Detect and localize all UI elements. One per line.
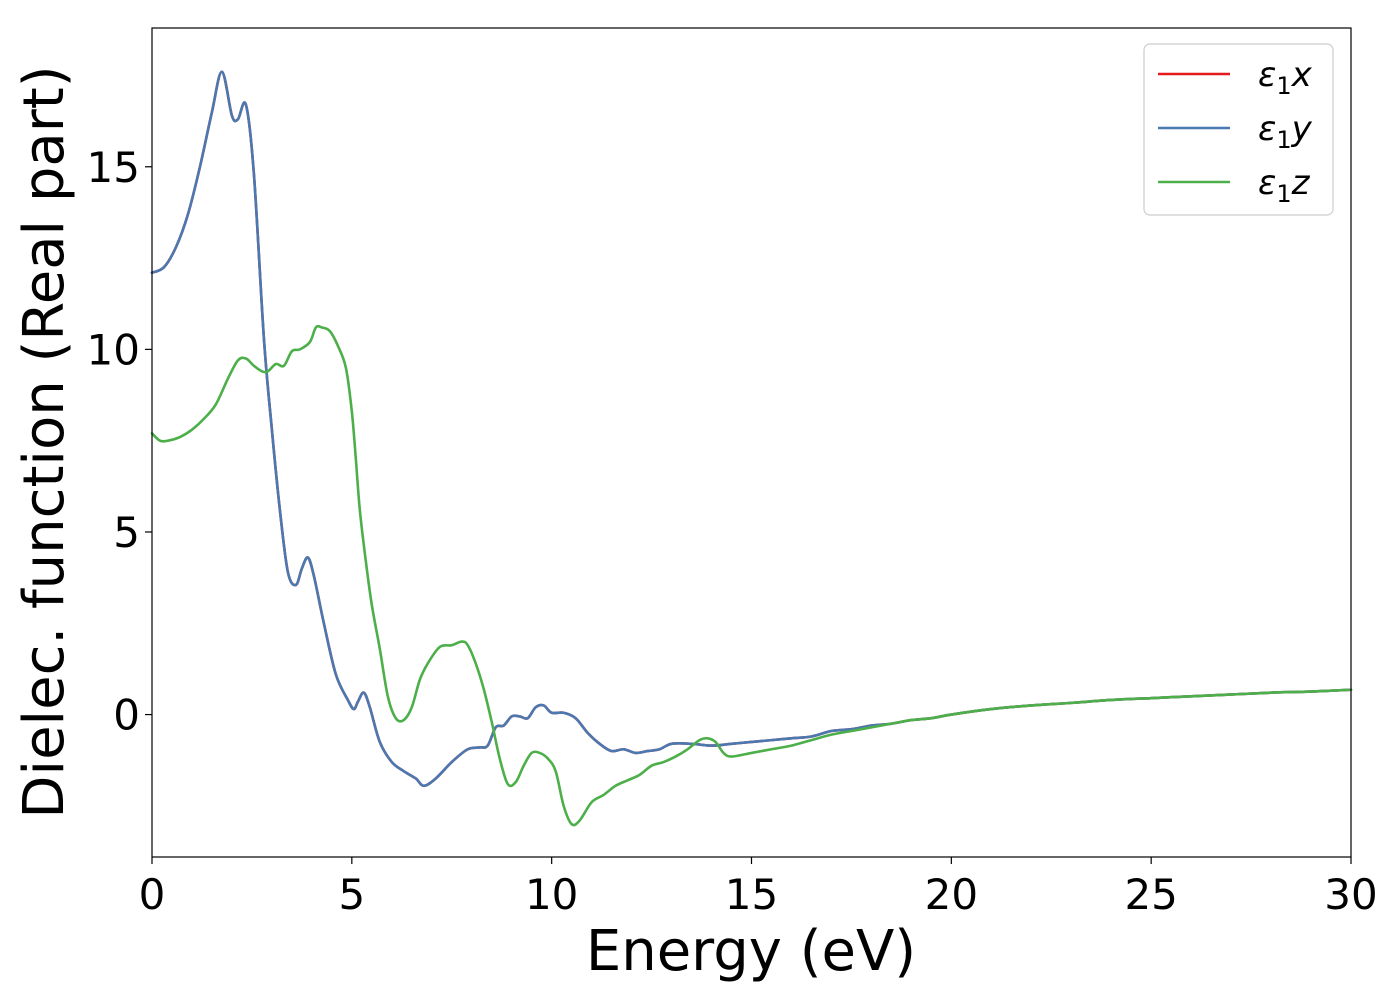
x-tick-label: 10 (525, 870, 578, 919)
legend-label-x: ε1x (1258, 55, 1313, 100)
y-tick-label: 10 (87, 325, 140, 374)
x-tick-label: 15 (725, 870, 778, 919)
legend-box (1143, 43, 1334, 216)
y-tick-label: 15 (87, 143, 140, 192)
x-tick-label: 5 (338, 870, 365, 919)
x-tick-label: 0 (139, 870, 166, 919)
y-tick-label: 5 (113, 508, 140, 557)
legend-label-z: ε1z (1258, 163, 1311, 208)
x-tick-label: 25 (1124, 870, 1177, 919)
y-tick-label: 0 (113, 691, 140, 740)
y-axis-ticks: 0 5 10 15 (87, 143, 152, 740)
x-axis-ticks: 0 5 10 15 20 25 30 (139, 857, 1378, 919)
series-line-z (150, 324, 1353, 827)
series-layer (150, 70, 1353, 827)
y-axis-label: Dielec. function (Real part) (12, 65, 77, 818)
x-tick-label: 20 (925, 870, 978, 919)
legend-label-y: ε1y (1258, 109, 1313, 154)
legend: ε1x ε1y ε1z (1143, 43, 1334, 216)
x-axis-label: Energy (eV) (586, 919, 916, 984)
x-tick-label: 30 (1324, 870, 1377, 919)
